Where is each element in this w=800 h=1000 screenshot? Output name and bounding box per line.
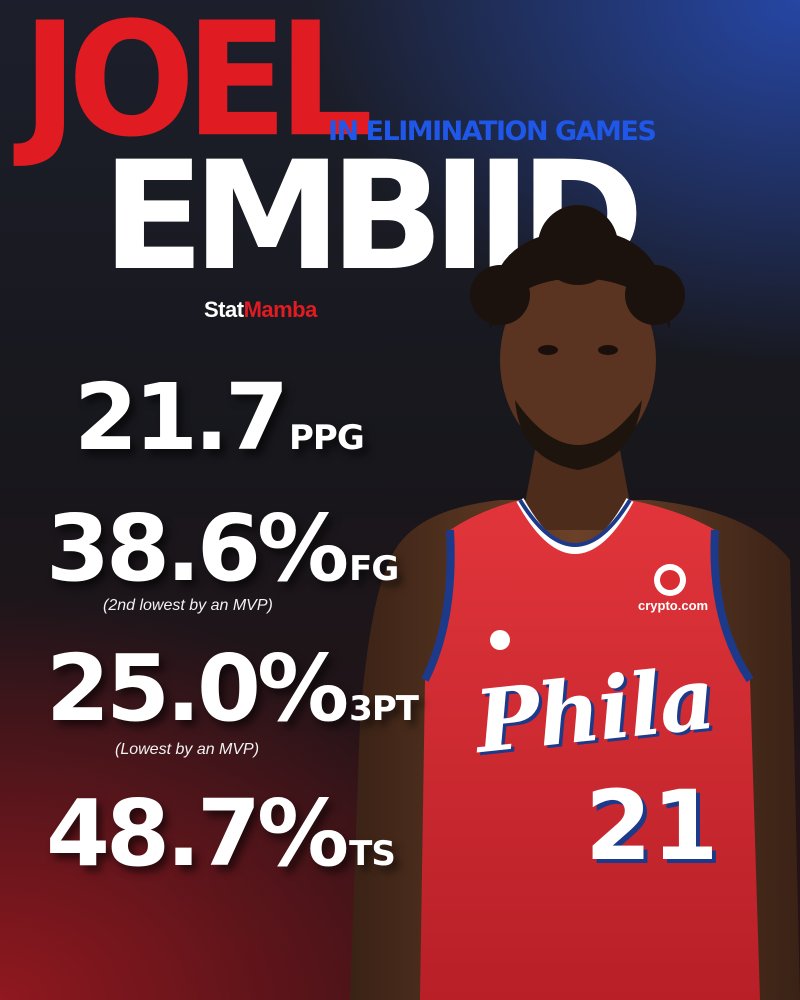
stat-3pt-value: 25.0%: [46, 635, 349, 742]
brand-logo-part1: Stat: [204, 297, 244, 322]
stat-ppg: 21.7 PPG: [74, 372, 365, 464]
title-subtitle: IN ELIMINATION GAMES: [328, 116, 657, 147]
brand-logo-part2: Mamba: [243, 297, 318, 322]
player-photo: crypto.com Phila 21: [350, 200, 800, 1000]
stat-ts-value: 48.7%: [46, 780, 349, 887]
jersey-number: 21: [585, 770, 719, 882]
stat-3pt: 25.0% 3PT: [46, 643, 419, 735]
stat-fg-unit: FG: [349, 549, 399, 589]
stat-fg-note: (2nd lowest by an MVP): [103, 597, 273, 614]
stat-fg-value: 38.6%: [46, 495, 349, 602]
stat-ppg-value: 21.7: [74, 364, 289, 471]
brand-logo: StatMamba: [204, 297, 317, 323]
title-first-name: JOEL: [22, 0, 373, 173]
stat-ts-unit: TS: [349, 834, 396, 874]
jersey-sponsor-text: crypto.com: [638, 598, 709, 613]
stat-ppg-unit: PPG: [289, 418, 365, 458]
stat-3pt-unit: 3PT: [349, 689, 419, 729]
stat-ts: 48.7% TS: [46, 788, 396, 880]
stat-fg: 38.6% FG: [46, 503, 399, 595]
stat-3pt-note: (Lowest by an MVP): [115, 741, 260, 758]
